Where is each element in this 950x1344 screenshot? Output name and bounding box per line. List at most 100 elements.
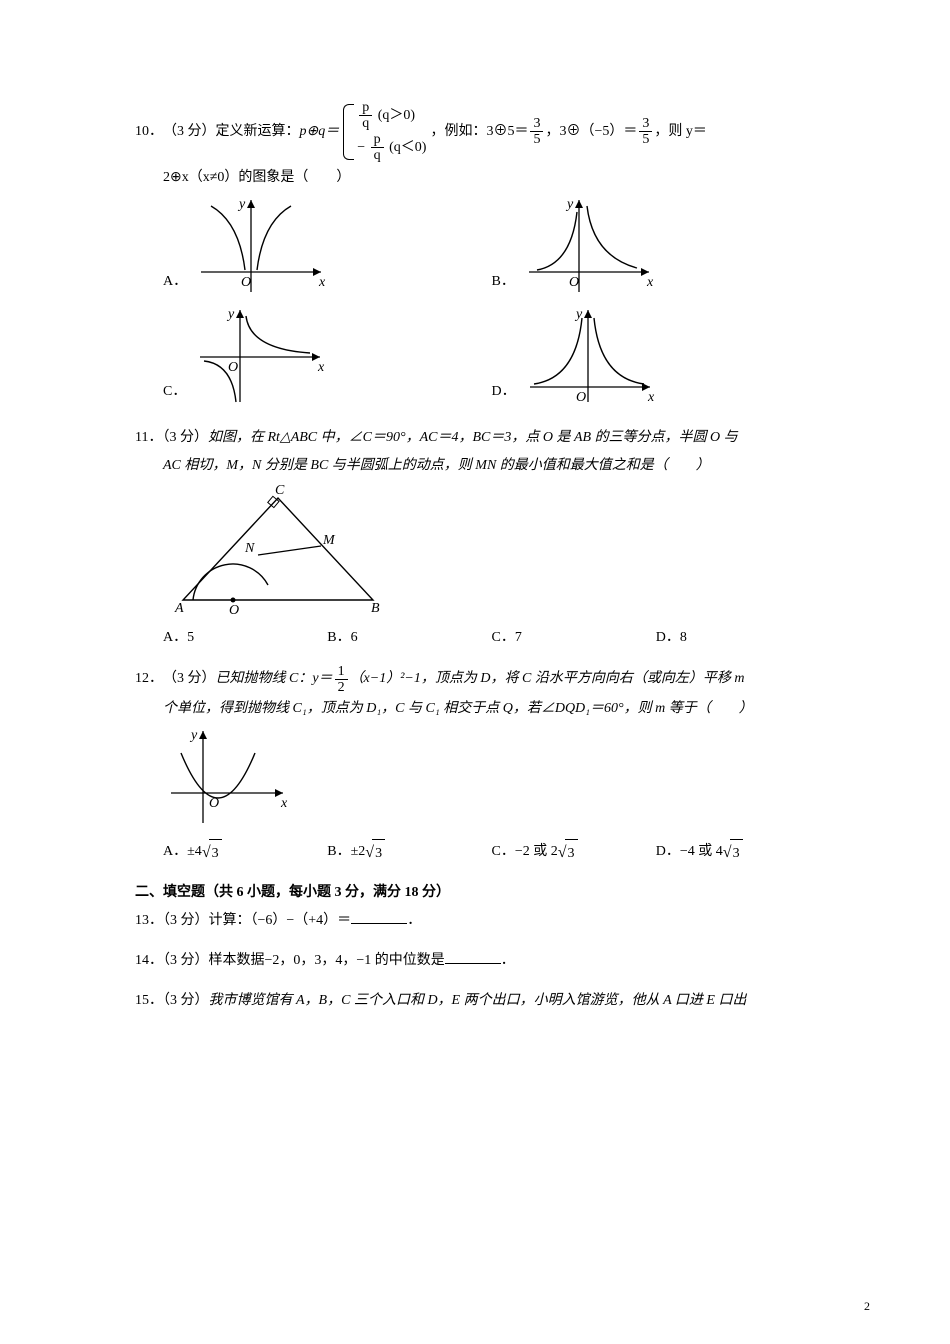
q12-opts: A．±43 B．±23 C．−2 或 23 D．−4 或 43 xyxy=(135,837,820,869)
q10-num: 10． xyxy=(135,118,163,146)
svg-text:x: x xyxy=(647,390,655,405)
q10-lead: 定义新运算： xyxy=(216,118,300,146)
q10-c2-d: q xyxy=(371,148,384,163)
sqrt-icon: 3 xyxy=(202,837,222,869)
q14-num: 14． xyxy=(135,953,163,968)
q12-optC: C．−2 或 23 xyxy=(492,837,656,869)
q12-line1: 12． （3 分） 已知抛物线 C：y＝ 12 （x−1）²−1，顶点为 D，将… xyxy=(135,664,820,696)
q10-cell-d: D． x y O xyxy=(492,302,821,412)
q10-stem-line1: 10． （3 分） 定义新运算： p⊕q＝ pq (q＞0) − pq (q＜0… xyxy=(135,100,820,164)
svg-text:M: M xyxy=(322,533,336,548)
q10-c1-cond: (q＞0) xyxy=(378,108,415,123)
q10-mid2: ，3⊕（−5）＝ xyxy=(545,118,637,146)
section2-heading: 二、填空题（共 6 小题，每小题 3 分，满分 18 分） xyxy=(135,881,820,901)
q10-cell-b: B． x y O xyxy=(492,192,821,302)
svg-text:A: A xyxy=(174,601,184,616)
q10-cell-a: A． x y O xyxy=(163,192,492,302)
q13-text1: 计算：（−6）−（+4）＝ xyxy=(209,913,352,928)
q10-row1: A． x y O B． xyxy=(135,192,820,302)
q12-figure-wrap: x y O xyxy=(135,723,820,833)
page: 10． （3 分） 定义新运算： p⊕q＝ pq (q＞0) − pq (q＜0… xyxy=(0,0,950,1344)
q10-pts: （3 分） xyxy=(163,118,216,146)
q12-optB: B．±23 xyxy=(327,837,491,869)
q10-graph-b: x y O xyxy=(519,192,659,302)
q14: 14．（3 分）样本数据−2，0，3，4，−1 的中位数是 ． xyxy=(135,947,820,975)
q14-text2: ． xyxy=(501,953,515,968)
svg-text:y: y xyxy=(226,307,235,322)
q14-blank xyxy=(445,949,501,964)
svg-text:O: O xyxy=(228,360,238,375)
q12-figure: x y O xyxy=(163,723,293,833)
sqrt-icon: 3 xyxy=(365,837,385,869)
q11-opts: A．5 B．6 C．7 D．8 xyxy=(135,624,820,652)
q10-graph-d: x y O xyxy=(520,302,660,412)
q13-text2: ． xyxy=(407,913,421,928)
q15-num: 15． xyxy=(135,993,163,1008)
q10-c1-d: q xyxy=(359,116,372,131)
svg-text:x: x xyxy=(646,275,654,290)
q10-optB-label: B． xyxy=(492,268,515,302)
svg-text:N: N xyxy=(244,541,255,556)
q12-pts: （3 分） xyxy=(163,665,216,693)
q10-mid1: ，例如：3⊕5＝ xyxy=(430,118,528,146)
svg-text:x: x xyxy=(280,796,288,811)
q12-frac: 12 xyxy=(335,664,348,696)
q10-c2-n: p xyxy=(371,132,384,148)
q10-optA-label: A． xyxy=(163,268,187,302)
q11-stem1: 如图，在 Rt△ABC 中，∠C＝90°，AC＝4，BC＝3，点 O 是 AB … xyxy=(208,430,738,445)
q13-num: 13． xyxy=(135,913,163,928)
q11-figure-wrap: A B C O M N xyxy=(135,480,820,620)
svg-text:C: C xyxy=(275,483,285,498)
q10-stem-line2: 2⊕x（x≠0）的图象是（ ） xyxy=(135,164,820,192)
q10-c2-cond: (q＜0) xyxy=(389,140,426,155)
page-number: 2 xyxy=(864,1299,870,1314)
q10-cell-c: C． x y O xyxy=(163,302,492,412)
svg-text:x: x xyxy=(318,275,326,290)
q11-optA: A．5 xyxy=(163,624,327,652)
q15: 15．（3 分）我市博览馆有 A，B，C 三个入口和 D，E 两个出口，小明入馆… xyxy=(135,987,820,1015)
q11-line1: 11．（3 分）如图，在 Rt△ABC 中，∠C＝90°，AC＝4，BC＝3，点… xyxy=(135,424,820,452)
q10-ex2: 35 xyxy=(639,116,652,148)
svg-text:y: y xyxy=(189,728,198,743)
q11-stem2: AC 相切，M，N 分别是 BC 与半圆弧上的动点，则 MN 的最小值和最大值之… xyxy=(135,452,820,480)
q12: 12． （3 分） 已知抛物线 C：y＝ 12 （x−1）²−1，顶点为 D，将… xyxy=(135,664,820,870)
q10-piecewise: pq (q＞0) − pq (q＜0) xyxy=(343,100,426,164)
svg-text:O: O xyxy=(241,275,251,290)
q11-optC: C．7 xyxy=(492,624,656,652)
q10-ex1: 35 xyxy=(530,116,543,148)
q12-optD: D．−4 或 43 xyxy=(656,837,820,869)
svg-text:O: O xyxy=(569,275,579,290)
q10-row2: C． x y O D． xyxy=(135,302,820,412)
q12-optA: A．±43 xyxy=(163,837,327,869)
q12-stem1b: （x−1）²−1，顶点为 D，将 C 沿水平方向向右（或向左）平移 m xyxy=(350,665,745,693)
q10-optD-label: D． xyxy=(492,378,516,412)
q12-num: 12． xyxy=(135,665,163,693)
q11: 11．（3 分）如图，在 Rt△ABC 中，∠C＝90°，AC＝4，BC＝3，点… xyxy=(135,424,820,652)
q12-stem1a: 已知抛物线 C：y＝ xyxy=(216,665,333,693)
q13-blank xyxy=(351,909,407,924)
q10-graph-c: x y O xyxy=(190,302,330,412)
q11-pts: （3 分） xyxy=(162,430,208,445)
q10: 10． （3 分） 定义新运算： p⊕q＝ pq (q＞0) − pq (q＜0… xyxy=(135,100,820,412)
svg-text:B: B xyxy=(371,601,380,616)
q14-text1: 样本数据−2，0，3，4，−1 的中位数是 xyxy=(209,953,445,968)
sqrt-icon: 3 xyxy=(723,837,743,869)
q15-pts: （3 分） xyxy=(163,993,209,1008)
q14-pts: （3 分） xyxy=(163,953,209,968)
q13: 13．（3 分）计算：（−6）−（+4）＝ ． xyxy=(135,907,820,935)
q10-pq: p⊕q＝ xyxy=(300,118,340,146)
svg-text:x: x xyxy=(317,360,325,375)
svg-text:y: y xyxy=(565,197,574,212)
svg-text:y: y xyxy=(237,197,246,212)
svg-text:O: O xyxy=(576,390,586,405)
sqrt-icon: 3 xyxy=(558,837,578,869)
svg-text:O: O xyxy=(229,603,239,618)
q11-optD: D．8 xyxy=(656,624,820,652)
q10-c2-neg: − xyxy=(357,140,365,155)
q13-pts: （3 分） xyxy=(163,913,209,928)
q11-figure: A B C O M N xyxy=(163,480,393,620)
q15-text: 我市博览馆有 A，B，C 三个入口和 D，E 两个出口，小明入馆游览，他从 A … xyxy=(209,993,747,1008)
q11-optB: B．6 xyxy=(327,624,491,652)
q10-tail1: ，则 y＝ xyxy=(654,118,707,146)
q11-num: 11． xyxy=(135,430,162,445)
